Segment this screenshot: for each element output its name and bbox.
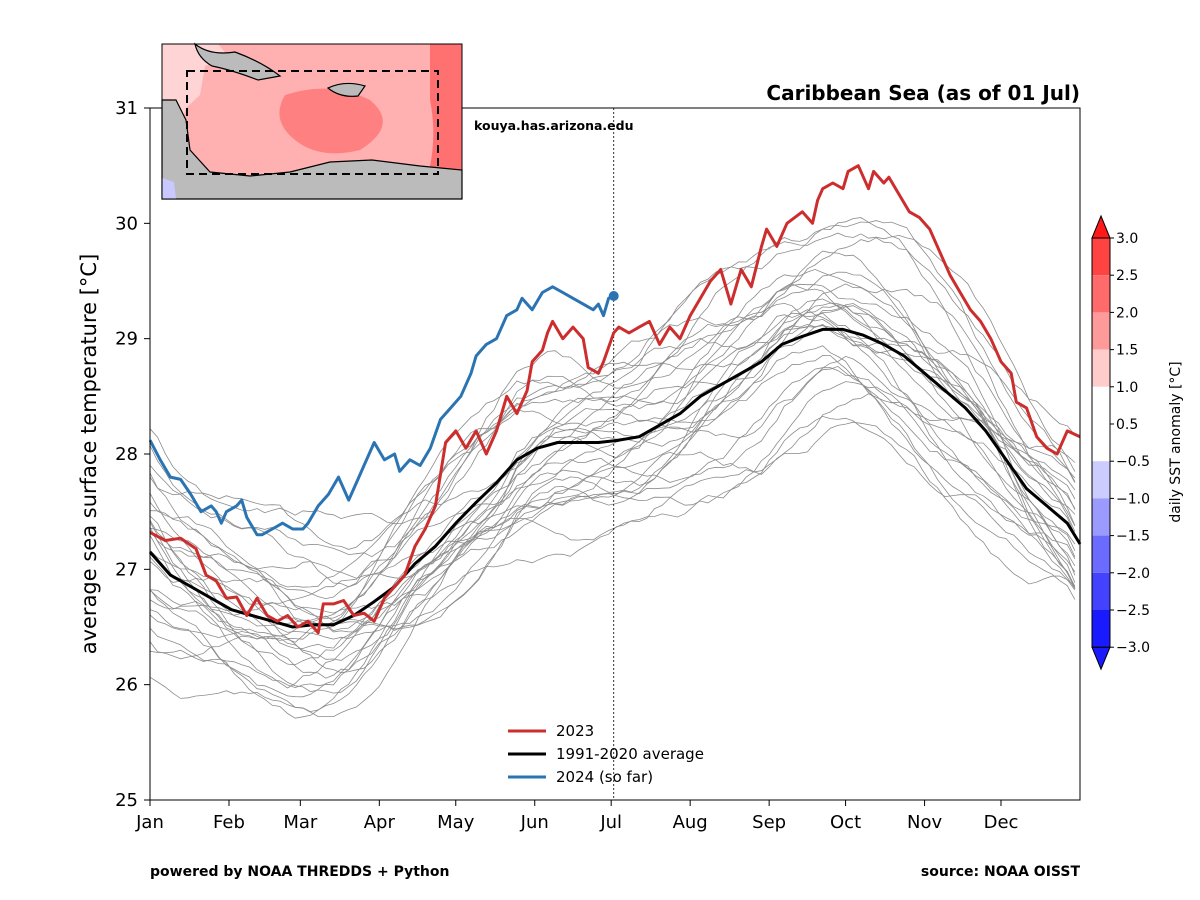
colorbar-bin: [1092, 386, 1110, 424]
historical-year-line: [149, 237, 1076, 550]
historical-year-line: [149, 268, 1076, 579]
inset-map: [161, 42, 463, 200]
series-layer: [148, 164, 1082, 635]
colorbar-tick-label: 1.5: [1116, 343, 1138, 359]
colorbar-bin: [1092, 572, 1110, 610]
colorbar-label: daily SST anomaly [°C]: [1168, 361, 1184, 522]
series-line-2024: [148, 285, 615, 537]
footer-credit: powered by NOAA THREDDS + Python: [150, 864, 449, 880]
colorbar-bin: [1092, 424, 1110, 462]
inset-region-box: [186, 70, 439, 175]
historical-year-line: [149, 283, 1076, 666]
x-tick-label: Sep: [752, 812, 786, 833]
inset-map-frame: [161, 43, 463, 200]
y-tick-label: 26: [115, 675, 138, 696]
colorbar-bin: [1092, 498, 1110, 536]
historical-year-line: [149, 304, 1076, 634]
y-tick-label: 31: [115, 98, 138, 119]
inset-map-anomaly-east: [420, 44, 462, 199]
inset-map-cool-patch: [162, 178, 176, 199]
series-line-2023: [149, 164, 1081, 635]
colorbar-tick-label: −1.0: [1116, 491, 1150, 507]
x-tick-label: Jul: [599, 812, 622, 833]
colorbar-bin: [1092, 238, 1110, 276]
series-line-average: [148, 327, 1082, 629]
colorbar-tick-label: 2.0: [1116, 305, 1138, 321]
x-tick-label: Dec: [984, 812, 1019, 833]
y-tick-label: 25: [115, 790, 138, 811]
series-2024-endpoint: [608, 290, 619, 301]
historical-year-line: [149, 381, 1076, 679]
colorbar-tick-label: −2.5: [1116, 603, 1150, 619]
y-axis-label: average sea surface temperature [°C]: [77, 254, 101, 655]
y-tick-label: 28: [115, 444, 138, 465]
colorbar-bin: [1092, 610, 1110, 648]
historical-year-line: [149, 345, 1076, 698]
x-tick-label: Aug: [673, 812, 708, 833]
colorbar-tick-label: 1.0: [1116, 380, 1138, 396]
historical-year-line: [149, 283, 1076, 633]
colorbar-bin: [1092, 349, 1110, 387]
footer-source: source: NOAA OISST: [921, 864, 1081, 880]
historical-year-line: [149, 271, 1076, 618]
colorbar-tick-label: −3.0: [1116, 640, 1150, 656]
historical-year-line: [149, 303, 1076, 600]
x-tick-label: May: [437, 812, 475, 833]
legend-label-2023: 2023: [556, 722, 594, 740]
historical-year-line: [149, 393, 1076, 661]
x-tick-label: Apr: [364, 812, 396, 833]
x-tick-label: Nov: [907, 812, 942, 833]
x-tick-label: Jun: [520, 812, 549, 833]
historical-year-line: [149, 217, 1076, 588]
legend-label-average: 1991-2020 average: [556, 745, 704, 763]
x-tick-label: Jan: [135, 812, 164, 833]
colorbar-bin: [1092, 535, 1110, 573]
historical-year-line: [149, 421, 1076, 717]
historical-year-line: [149, 309, 1076, 689]
x-tick-label: Oct: [830, 812, 861, 833]
historical-year-line: [149, 298, 1076, 588]
legend: 2023 1991-2020 average 2024 (so far): [508, 722, 704, 786]
historical-year-line: [149, 232, 1076, 525]
historical-year-line: [149, 415, 1076, 689]
y-tick-label: 29: [115, 329, 138, 350]
historical-year-line: [149, 354, 1076, 719]
historical-year-line: [149, 283, 1076, 614]
colorbar-tick-label: −2.0: [1116, 566, 1150, 582]
legend-label-2024: 2024 (so far): [556, 768, 653, 786]
x-axis: Jan Feb Mar Apr May Jun Jul Aug Sep Oct Nov Dec: [135, 800, 1018, 833]
colorbar-bottom-arrow: [1091, 646, 1111, 671]
colorbar-tick-label: −0.5: [1116, 454, 1150, 470]
historical-year-line: [149, 367, 1076, 643]
colorbar: 3.0 2.5 2.0 1.5 1.0 0.5 −0.5 −1.0 −1.5 −2.0 −2.5 −3…: [1091, 214, 1150, 671]
historical-year-line: [149, 220, 1076, 558]
historical-year-line: [149, 302, 1076, 621]
inset-map-anomaly-light: [162, 44, 230, 178]
x-tick-label: Mar: [283, 812, 318, 833]
y-tick-label: 30: [115, 213, 138, 234]
chart-title: Caribbean Sea (as of 01 Jul): [766, 81, 1080, 105]
colorbar-tick-label: 2.5: [1116, 268, 1138, 284]
colorbar-tick-label: 0.5: [1116, 417, 1138, 433]
colorbar-bin: [1092, 275, 1110, 313]
inset-map-hispaniola: [326, 82, 366, 97]
inset-map-anomaly-strong: [279, 88, 383, 154]
colorbar-bin: [1092, 312, 1110, 350]
colorbar-tick-label: −1.5: [1116, 529, 1150, 545]
colorbar-bin: [1092, 461, 1110, 499]
website-label: kouya.has.arizona.edu: [474, 118, 633, 133]
colorbar-top-arrow: [1091, 214, 1111, 239]
y-axis: 25 26 27 28 29 30 31: [115, 98, 150, 811]
x-tick-label: Feb: [213, 812, 245, 833]
colorbar-tick-label: 3.0: [1116, 231, 1138, 247]
colorbar-frame: [1091, 237, 1111, 648]
y-tick-label: 27: [115, 559, 138, 580]
historical-year-line: [149, 355, 1076, 649]
historical-year-line: [149, 325, 1076, 694]
